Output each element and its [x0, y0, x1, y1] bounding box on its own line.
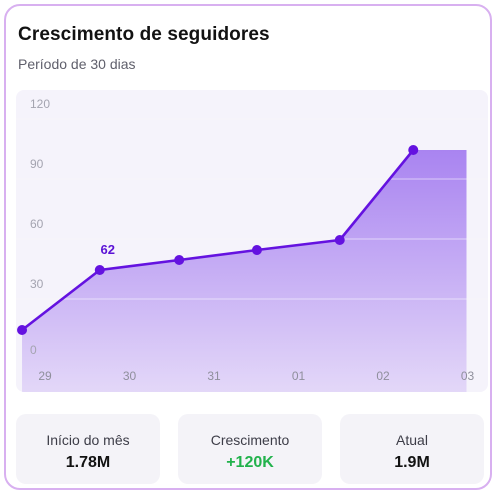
y-tick-label: 120 [30, 97, 50, 111]
stat-growth: Crescimento +120K [178, 414, 322, 484]
stat-current: Atual 1.9M [340, 414, 484, 484]
card-subtitle: Período de 30 dias [18, 56, 136, 72]
x-tick-label: 01 [292, 369, 306, 383]
card-title: Crescimento de seguidores [18, 24, 270, 45]
stat-value: 1.78M [65, 454, 111, 471]
y-tick-label: 30 [30, 277, 44, 291]
stat-month-start: Início do mês 1.78M [16, 414, 160, 484]
stat-value: 1.9M [394, 454, 430, 471]
stat-label: Início do mês [46, 432, 130, 448]
growth-chart: 0 30 60 90 120 29 30 31 01 02 03 62 [16, 90, 488, 392]
x-tick-label: 31 [207, 369, 221, 383]
x-tick-label: 02 [376, 369, 390, 383]
series-line [20, 148, 415, 332]
data-point [251, 245, 262, 255]
stat-label: Crescimento [210, 432, 290, 448]
y-tick-label: 0 [30, 343, 37, 357]
area-fill [22, 150, 467, 392]
data-label: 62 [101, 242, 115, 257]
x-tick-label: 29 [38, 369, 52, 383]
y-tick-label: 90 [30, 157, 44, 171]
stat-label: Atual [396, 432, 428, 448]
data-point [408, 145, 419, 155]
data-point [334, 235, 345, 245]
x-tick-label: 30 [123, 369, 137, 383]
data-point [174, 255, 185, 265]
data-point [17, 325, 28, 335]
follower-growth-card: Crescimento de seguidores Período de 30 … [4, 4, 492, 490]
data-point [94, 265, 105, 275]
growth-chart-svg: 0 30 60 90 120 29 30 31 01 02 03 62 [16, 97, 488, 392]
y-tick-label: 60 [30, 217, 44, 231]
x-tick-label: 03 [461, 369, 475, 383]
stat-value: +120K [226, 454, 274, 471]
